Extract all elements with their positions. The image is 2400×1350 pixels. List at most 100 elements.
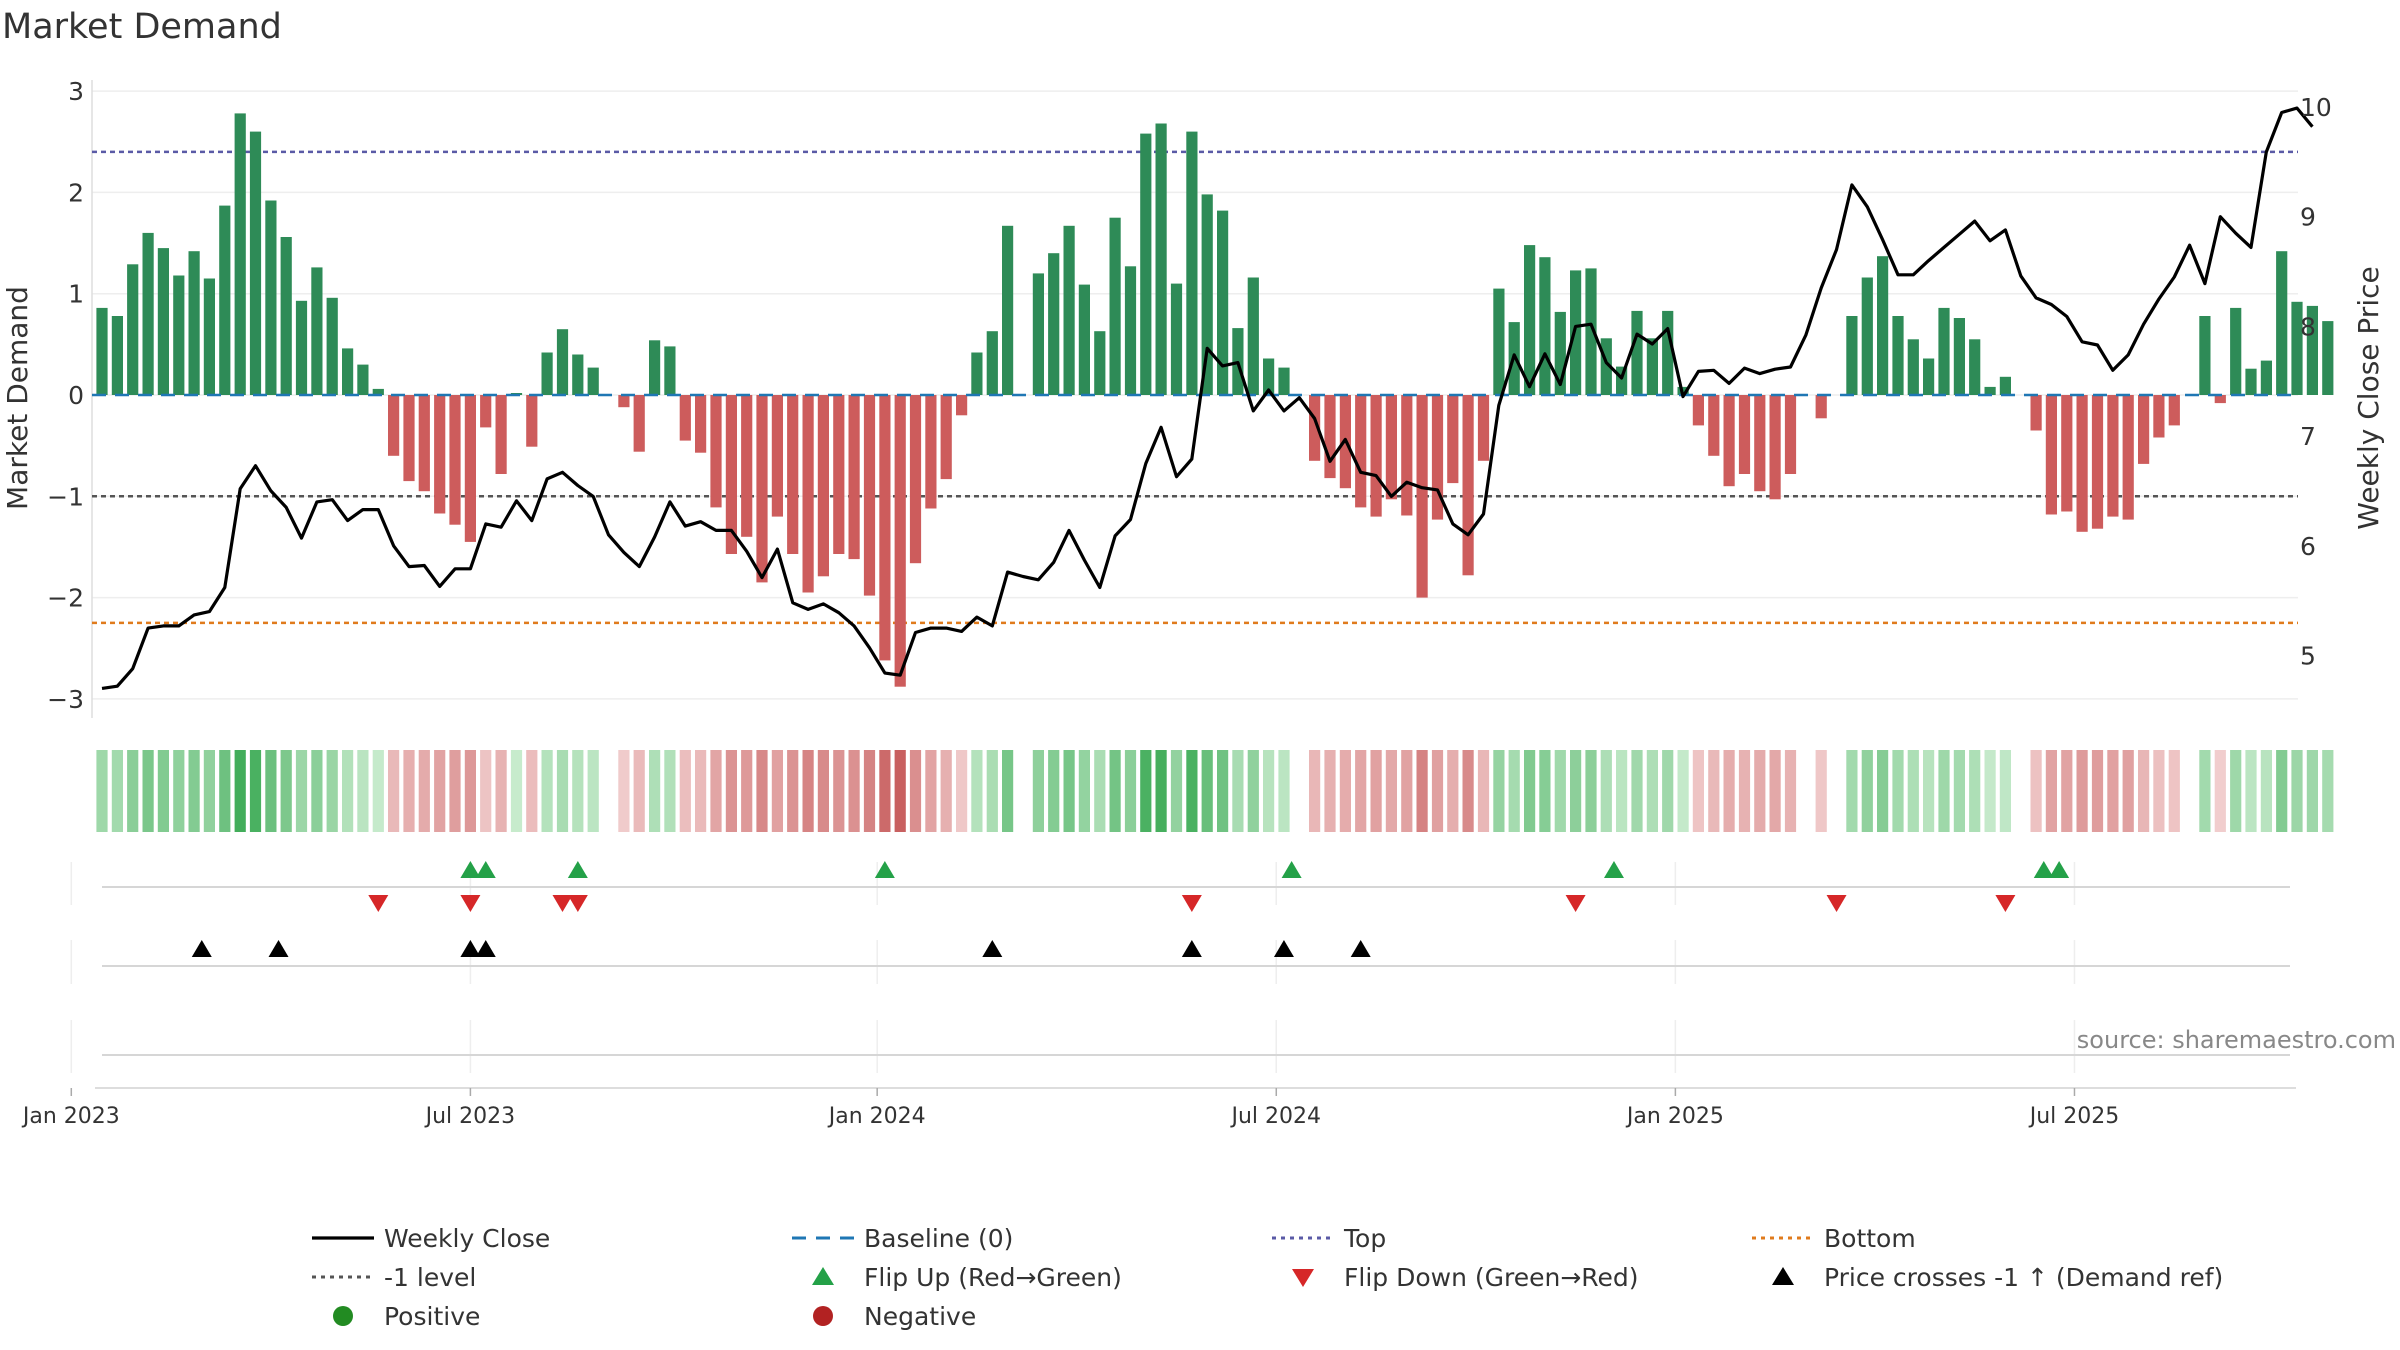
legend-item-minus-one: -1 level <box>312 1263 476 1292</box>
strip-cell <box>1278 750 1290 832</box>
strip-cell <box>2276 750 2288 832</box>
strip-cell <box>96 750 108 832</box>
strip-cell <box>127 750 139 832</box>
strip-cell <box>572 750 584 832</box>
strip-cell <box>817 750 829 832</box>
demand-bar <box>342 348 354 395</box>
strip-cell <box>1370 750 1382 832</box>
strip-cell <box>526 750 538 832</box>
demand-bar <box>96 307 108 395</box>
demand-bar <box>2076 395 2088 532</box>
strip-cell <box>1247 750 1259 832</box>
strip-cell <box>833 750 845 832</box>
demand-bar <box>1385 395 1397 500</box>
y2-tick-label: 9 <box>2300 203 2316 232</box>
strip-cell <box>1401 750 1413 832</box>
demand-bar <box>1462 395 1474 576</box>
strip-cell <box>1155 750 1167 832</box>
strip-cell <box>1186 750 1198 832</box>
strip-cell <box>1462 750 1474 832</box>
legend-label: Flip Down (Green→Red) <box>1344 1263 1639 1292</box>
demand-bar <box>1539 257 1551 395</box>
demand-bar <box>1170 283 1183 395</box>
demand-bar <box>1723 395 1735 487</box>
demand-bar <box>1631 310 1643 395</box>
strip-cell <box>1784 750 1797 832</box>
strip-cell <box>1953 750 1965 832</box>
y2-tick-label: 5 <box>2300 642 2316 671</box>
demand-bar <box>1815 395 1827 419</box>
demand-bar <box>1738 395 1751 474</box>
demand-bar <box>1002 225 1014 395</box>
price-cross-marker <box>268 940 289 957</box>
strip-cell <box>2153 750 2165 832</box>
strip-cell <box>1002 750 1014 832</box>
demand-bar <box>111 316 123 395</box>
strip-cell <box>1416 750 1428 832</box>
strip-cell <box>142 750 154 832</box>
price-cross-marker <box>191 940 212 957</box>
x-tick-label: Jul 2025 <box>2028 1104 2120 1129</box>
strip-cell <box>956 750 968 832</box>
demand-bar <box>188 251 200 395</box>
demand-bar <box>1048 253 1060 395</box>
legend-label: Negative <box>864 1302 976 1331</box>
strip-cell <box>1232 750 1244 832</box>
strip-cell <box>2306 750 2318 832</box>
demand-bar <box>1094 331 1106 395</box>
demand-bar <box>1109 217 1121 395</box>
weekly-close-line <box>101 106 2314 690</box>
strip-cell <box>679 750 691 832</box>
strip-cell <box>203 750 215 832</box>
flip-up-marker <box>2049 861 2070 878</box>
strip-cell <box>434 750 446 832</box>
demand-bar <box>280 237 292 395</box>
demand-bar <box>787 395 799 554</box>
demand-bar <box>1999 376 2011 395</box>
strip-cell <box>280 750 292 832</box>
demand-bar <box>1324 395 1336 479</box>
strip-cell <box>1109 750 1121 832</box>
demand-bar <box>526 395 538 447</box>
strip-cell <box>848 750 860 832</box>
flip-up-marker <box>2033 861 2054 878</box>
strip-cell <box>710 750 722 832</box>
demand-bar <box>1201 194 1213 395</box>
strip-cell <box>418 750 430 832</box>
demand-bar <box>1938 307 1950 395</box>
demand-bar <box>2291 301 2303 395</box>
demand-bar <box>1585 268 1597 395</box>
strip-cell <box>1263 750 1275 832</box>
demand-bar <box>1370 395 1382 517</box>
demand-bar <box>2199 316 2211 395</box>
flip-up-marker <box>475 861 496 878</box>
strip-cell <box>587 750 599 832</box>
demand-bar <box>1416 395 1428 598</box>
strip-cell <box>909 750 922 832</box>
demand-bars <box>96 113 2334 687</box>
strip-cell <box>633 750 645 832</box>
legend-item-price-cross: Price crosses -1 ↑ (Demand ref) <box>1772 1263 2223 1292</box>
source-credit: source: sharemaestro.com <box>2077 1026 2396 1054</box>
demand-bar <box>1355 395 1367 508</box>
demand-bar <box>541 352 553 395</box>
demand-bar <box>756 395 768 583</box>
demand-bar <box>249 131 262 395</box>
demand-bar <box>1431 395 1444 520</box>
x-tick-label: Jul 2023 <box>424 1104 516 1129</box>
demand-bar <box>1861 277 1873 395</box>
legend-label: Bottom <box>1824 1224 1916 1253</box>
demand-bar <box>956 395 968 416</box>
legend-label: Top <box>1343 1224 1386 1253</box>
demand-bar <box>295 300 308 395</box>
strip-cell <box>725 750 737 832</box>
strip-cell <box>403 750 415 832</box>
strip-cell <box>1170 750 1183 832</box>
demand-bar <box>695 395 707 453</box>
close-line-layer <box>101 106 2314 690</box>
demand-bar <box>2276 251 2288 395</box>
demand-bar <box>326 297 338 395</box>
demand-bar <box>372 388 384 395</box>
